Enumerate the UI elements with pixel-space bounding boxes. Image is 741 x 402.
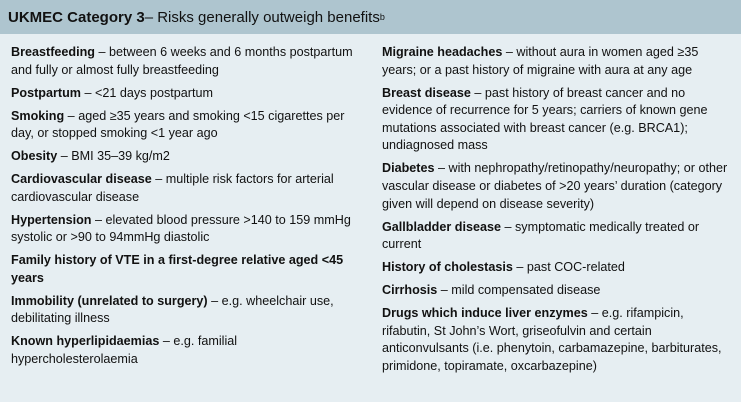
risk-item: Migraine headaches – without aura in wom… — [382, 44, 735, 79]
risk-description: – past history of breast cancer and no e… — [382, 85, 708, 153]
risk-description: – BMI 35–39 kg/m2 — [57, 149, 170, 164]
risk-item: Hypertension – elevated blood pressure >… — [11, 212, 367, 247]
risk-description: – between 6 weeks and 6 months postpartu… — [11, 45, 353, 77]
risk-term: Cardiovascular disease — [11, 172, 152, 187]
category-subtitle: – Risks generally outweigh benefits — [144, 8, 380, 26]
category-title: UKMEC Category 3 — [8, 8, 145, 26]
risk-description: – with nephropathy/retinopathy/neuropath… — [382, 161, 728, 211]
risk-item: Diabetes – with nephropathy/retinopathy/… — [382, 160, 735, 213]
risk-item: Family history of VTE in a first-degree … — [11, 252, 367, 287]
risk-term: Diabetes — [382, 161, 435, 176]
risk-description: – elevated blood pressure >140 to 159 mm… — [11, 212, 351, 245]
right-column: Migraine headaches – without aura in wom… — [373, 44, 741, 381]
risk-item: Breast disease – past history of breast … — [382, 85, 735, 155]
risk-item: Immobility (unrelated to surgery) – e.g.… — [11, 293, 367, 328]
risk-term: Drugs which induce liver enzymes — [382, 306, 588, 321]
risk-item: Smoking – aged ≥35 years and smoking <15… — [11, 108, 367, 143]
risk-term: Postpartum — [11, 85, 81, 100]
panel-header: UKMEC Category 3 – Risks generally outwe… — [0, 0, 741, 34]
risk-term: Obesity — [11, 149, 58, 164]
risk-item: Cirrhosis – mild compensated disease — [382, 282, 735, 300]
risk-item: Drugs which induce liver enzymes – e.g. … — [382, 305, 735, 375]
risk-item: Known hyperlipidaemias – e.g. familial h… — [11, 333, 367, 368]
risk-description: – <21 days postpartum — [80, 85, 213, 100]
footnote-marker: b — [379, 12, 385, 22]
risk-term: Family history of VTE in a first-degree … — [11, 253, 344, 285]
risk-term: Immobility (unrelated to surgery) — [11, 293, 208, 308]
risk-description: – e.g. rifampicin, rifabutin, St John’s … — [382, 306, 722, 373]
risk-description: – past COC-related — [512, 260, 625, 275]
risk-term: Breast disease — [382, 85, 471, 100]
risk-item: Breastfeeding – between 6 weeks and 6 mo… — [11, 44, 367, 79]
risk-description: – symptomatic medically treated or curre… — [382, 219, 700, 252]
risk-term: Hypertension — [11, 212, 92, 227]
risk-term: Breastfeeding — [11, 45, 95, 59]
risk-description: – mild compensated disease — [437, 283, 601, 298]
risk-term: Gallbladder disease — [382, 219, 501, 234]
risk-item: Gallbladder disease – symptomatic medica… — [382, 219, 735, 254]
risk-term: Known hyperlipidaemias — [11, 334, 160, 349]
risk-description: – e.g. wheelchair use, debilitating illn… — [11, 293, 334, 326]
risk-term: Migraine headaches — [382, 45, 503, 59]
risk-description: – e.g. familial hypercholesterolaemia — [11, 334, 238, 367]
content-columns: Breastfeeding – between 6 weeks and 6 mo… — [0, 34, 741, 381]
risk-term: Smoking — [11, 108, 65, 123]
risk-item: Cardiovascular disease – multiple risk f… — [11, 171, 367, 206]
risk-description: – aged ≥35 years and smoking <15 cigaret… — [11, 108, 345, 141]
risk-item: Obesity – BMI 35–39 kg/m2 — [11, 148, 367, 166]
risk-item: Postpartum – <21 days postpartum — [11, 85, 367, 103]
risk-term: History of cholestasis — [382, 260, 513, 275]
risk-item: History of cholestasis – past COC-relate… — [382, 259, 735, 277]
risk-term: Cirrhosis — [382, 283, 438, 298]
risk-description: – multiple risk factors for arterial car… — [11, 172, 334, 204]
risk-description: – without aura in women aged ≥35 years; … — [382, 45, 699, 77]
left-column: Breastfeeding – between 6 weeks and 6 mo… — [0, 44, 373, 381]
